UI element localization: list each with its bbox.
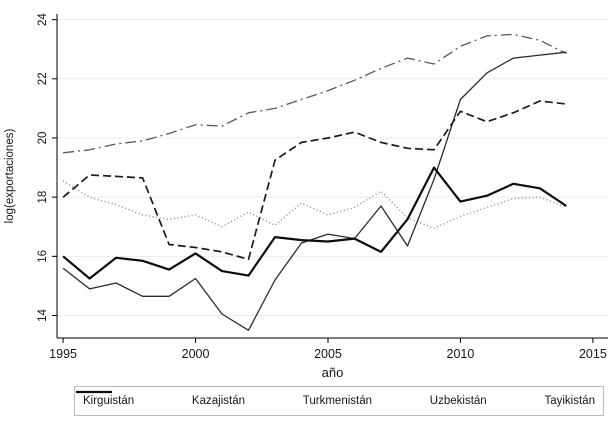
x-axis-title: año xyxy=(321,365,344,380)
series-line-solid-thick-tayikistan xyxy=(62,166,568,280)
legend-item-uzbekistan: Uzbekistán xyxy=(76,391,487,407)
series-line-dashed-uzbekistan xyxy=(62,100,567,261)
legend-box: Kirguistán Kazajistán Turkmenistán Uzbekist… xyxy=(74,386,604,416)
y-axis-title: log(exportaciones) xyxy=(4,128,16,224)
legend-item-kazajistan: Kazajistán xyxy=(76,391,245,407)
legend-label: Turkmenistán xyxy=(302,395,373,407)
legend-label: Kirguistán xyxy=(83,395,135,407)
series-line-dash-dot-kazajistan xyxy=(63,33,567,154)
x-tick-label-2005: 2005 xyxy=(314,347,342,361)
y-tick-label-20: 20 xyxy=(37,132,49,145)
legend-label: Kazajistán xyxy=(191,395,245,407)
x-tick-label-2010: 2010 xyxy=(447,347,475,361)
x-tick-label-2015: 2015 xyxy=(579,347,607,361)
x-tick-label-1995: 1995 xyxy=(49,347,77,361)
legend-item-tayikistan: Tayikistán xyxy=(76,390,595,407)
legend-label: Tayikistán xyxy=(544,395,595,407)
series-line-dotted-kirguistan xyxy=(62,180,567,229)
y-tick-label-18: 18 xyxy=(37,191,49,204)
legend-label: Uzbekistán xyxy=(429,395,487,407)
legend-line-sample-solid-thick xyxy=(76,390,112,394)
y-tick-label-14: 14 xyxy=(37,309,49,322)
legend-item-turkmenistan: Turkmenistán xyxy=(76,391,373,407)
y-tick-label-16: 16 xyxy=(37,250,49,263)
y-tick-label-22: 22 xyxy=(37,72,49,85)
x-tick-label-2000: 2000 xyxy=(182,347,210,361)
y-tick-label-24: 24 xyxy=(37,13,49,26)
series-line-solid-turkmenistan xyxy=(62,51,567,331)
